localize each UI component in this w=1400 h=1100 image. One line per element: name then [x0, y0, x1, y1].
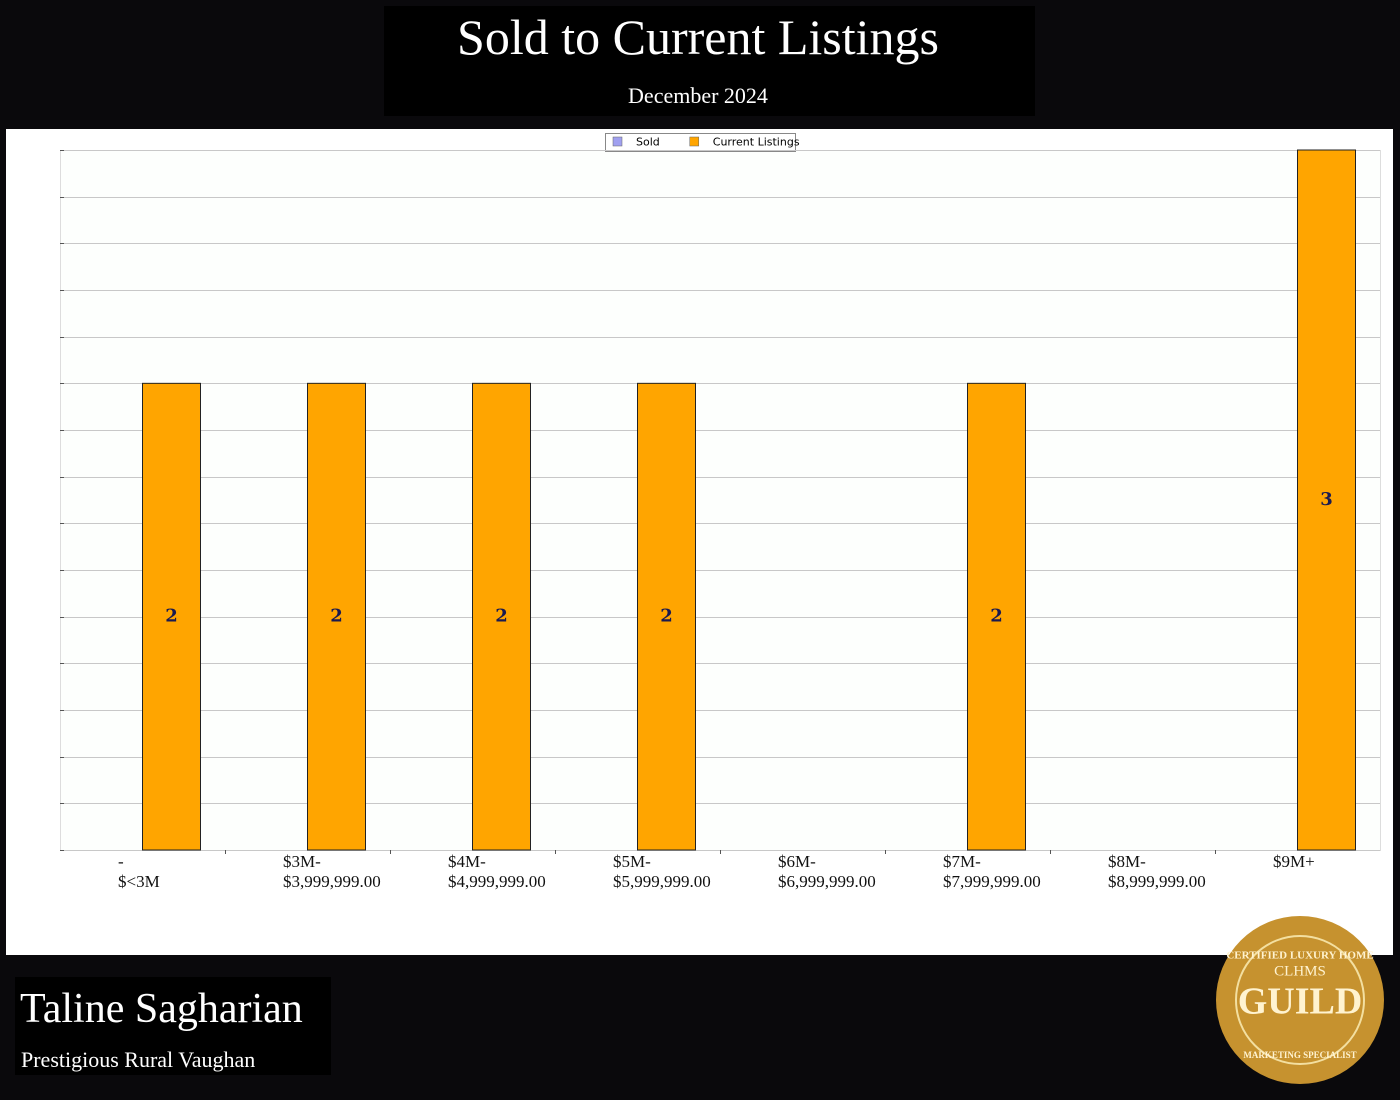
badge-ring	[1235, 935, 1365, 1065]
bar	[472, 382, 531, 851]
legend-swatch	[612, 136, 623, 147]
x-tick-label: - $<3M	[118, 852, 160, 891]
x-tick-label: $3M- $3,999,999.00	[283, 852, 381, 891]
plot-area	[60, 150, 1381, 851]
data-label: 2	[495, 606, 508, 627]
data-label: 2	[165, 606, 178, 627]
bar	[1297, 149, 1356, 851]
x-tick-label: $8M- $8,999,999.00	[1108, 852, 1206, 891]
x-tick-label: $6M- $6,999,999.00	[778, 852, 876, 891]
legend-label: Sold	[636, 136, 660, 149]
header-box	[384, 6, 1035, 116]
chart-title: Sold to Current Listings	[457, 9, 939, 65]
bar	[637, 382, 696, 851]
x-tick-label: $5M- $5,999,999.00	[613, 852, 711, 891]
x-tick-label: $9M+	[1273, 852, 1315, 871]
x-tick-label: $4M- $4,999,999.00	[448, 852, 546, 891]
badge-brand: CLHMS	[1274, 963, 1326, 979]
badge-word: GUILD	[1238, 981, 1363, 1023]
data-label: 2	[330, 606, 343, 627]
bar	[967, 382, 1026, 851]
bar	[142, 382, 201, 851]
legend-box	[605, 133, 796, 152]
badge-bottom: MARKETING SPECIALIST	[1243, 1050, 1356, 1060]
bar	[307, 382, 366, 851]
chart-subtitle: December 2024	[628, 83, 768, 108]
badge: CERTIFIED LUXURY HOME CLHMS GUILD MARKET…	[1216, 916, 1384, 1084]
agent-name: Taline Sagharian	[20, 986, 303, 1032]
badge-top: CERTIFIED LUXURY HOME	[1226, 950, 1373, 962]
badge-seal	[1216, 916, 1384, 1084]
data-label: 2	[660, 606, 673, 627]
footer-box	[15, 977, 331, 1075]
data-label: 2	[990, 606, 1003, 627]
data-label: 3	[1320, 489, 1333, 510]
legend-swatch	[689, 136, 700, 147]
x-tick-label: $7M- $7,999,999.00	[943, 852, 1041, 891]
agent-region: Prestigious Rural Vaughan	[21, 1047, 256, 1072]
legend-label: Current Listings	[713, 136, 800, 149]
